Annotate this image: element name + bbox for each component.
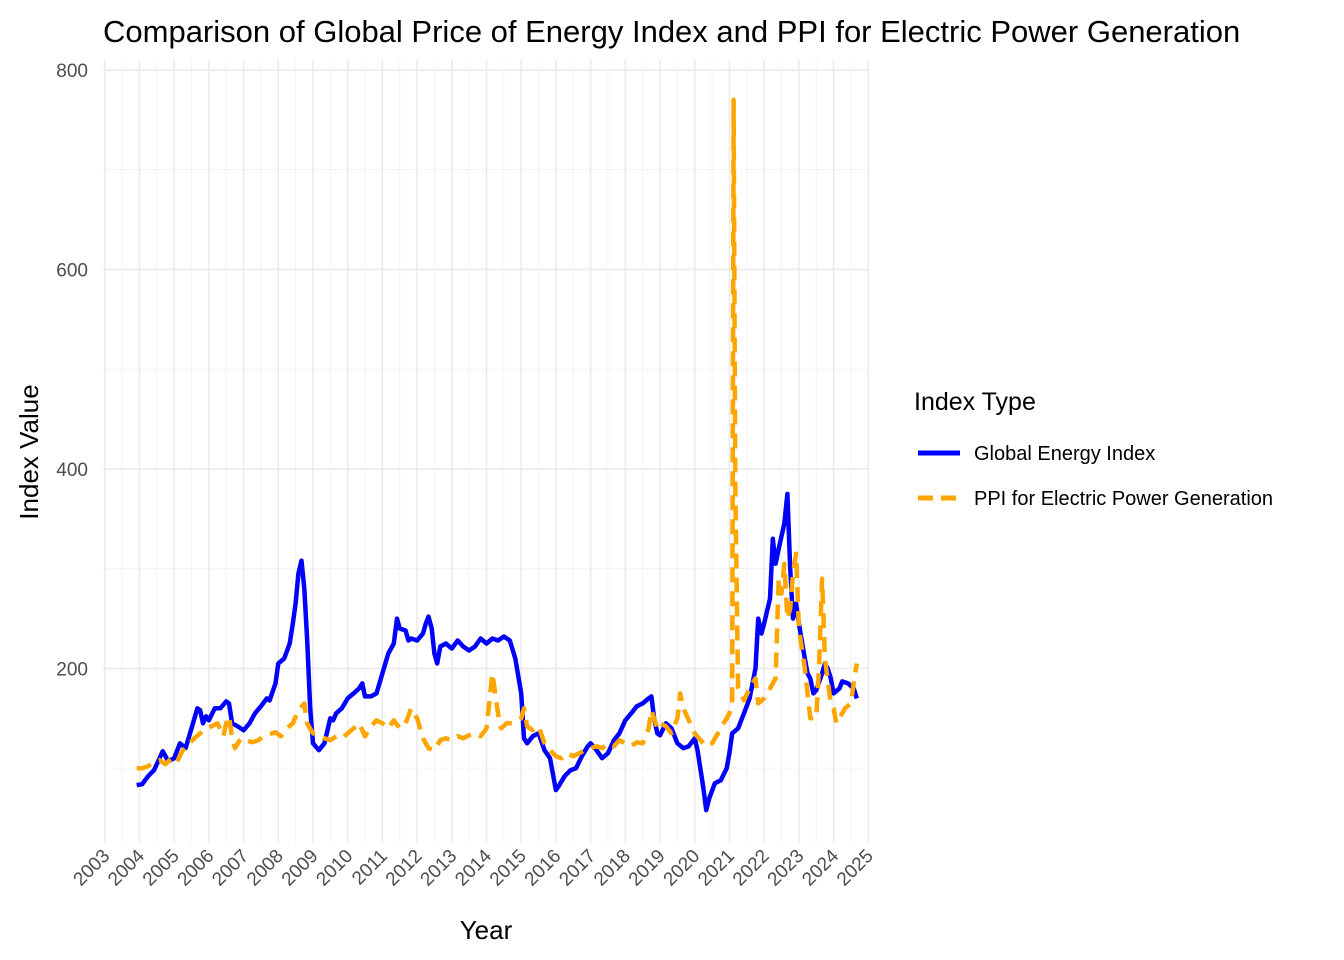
- y-axis-title: Index Value: [14, 384, 44, 519]
- x-tick-label: 2008: [243, 846, 288, 891]
- y-tick-label: 600: [56, 260, 88, 281]
- grid: [103, 60, 870, 843]
- x-tick-label: 2017: [555, 846, 600, 891]
- x-tick-label: 2024: [798, 845, 843, 890]
- x-tick-label: 2016: [521, 846, 566, 891]
- legend-item-ppi-electric-power: PPI for Electric Power Generation: [918, 488, 1273, 510]
- x-tick-label: 2020: [660, 846, 705, 891]
- legend-label-global-energy-index: Global Energy Index: [974, 443, 1155, 465]
- chart-title: Comparison of Global Price of Energy Ind…: [103, 14, 1240, 49]
- x-tick-label: 2006: [174, 846, 219, 891]
- x-tick-label: 2004: [104, 845, 149, 890]
- x-tick-label: 2014: [451, 845, 496, 890]
- y-axis-ticks: 200 400 600 800: [56, 61, 88, 680]
- plot-panel: [103, 60, 870, 843]
- x-tick-label: 2022: [729, 846, 774, 891]
- x-tick-label: 2021: [694, 846, 739, 891]
- x-tick-label: 2012: [382, 846, 427, 891]
- y-tick-label: 800: [56, 61, 88, 82]
- y-tick-label: 400: [56, 460, 88, 481]
- x-tick-label: 2010: [312, 846, 357, 891]
- x-tick-label: 2007: [208, 846, 253, 891]
- x-axis-ticks: 2003200420052006200720082009201020112012…: [70, 845, 878, 890]
- series-layer: [136, 97, 860, 813]
- x-tick-label: 2025: [833, 846, 878, 891]
- x-tick-label: 2003: [70, 846, 115, 891]
- y-tick-label: 200: [56, 659, 88, 680]
- x-tick-label: 2009: [278, 846, 323, 891]
- x-tick-label: 2018: [590, 846, 635, 891]
- x-tick-label: 2013: [417, 846, 462, 891]
- x-axis-title: Year: [460, 915, 513, 945]
- legend-title: Index Type: [914, 388, 1036, 416]
- x-tick-label: 2005: [139, 846, 184, 891]
- legend: Index Type Global Energy Index PPI for E…: [914, 388, 1273, 510]
- x-tick-label: 2019: [625, 846, 670, 891]
- legend-item-global-energy-index: Global Energy Index: [918, 443, 1155, 465]
- x-tick-label: 2015: [486, 846, 531, 891]
- legend-label-ppi-electric-power: PPI for Electric Power Generation: [974, 488, 1273, 510]
- x-tick-label: 2023: [764, 846, 809, 891]
- x-tick-label: 2011: [348, 846, 392, 890]
- series-line-ppi-electric-power: [136, 97, 860, 771]
- series-line-global-energy-index: [136, 491, 859, 813]
